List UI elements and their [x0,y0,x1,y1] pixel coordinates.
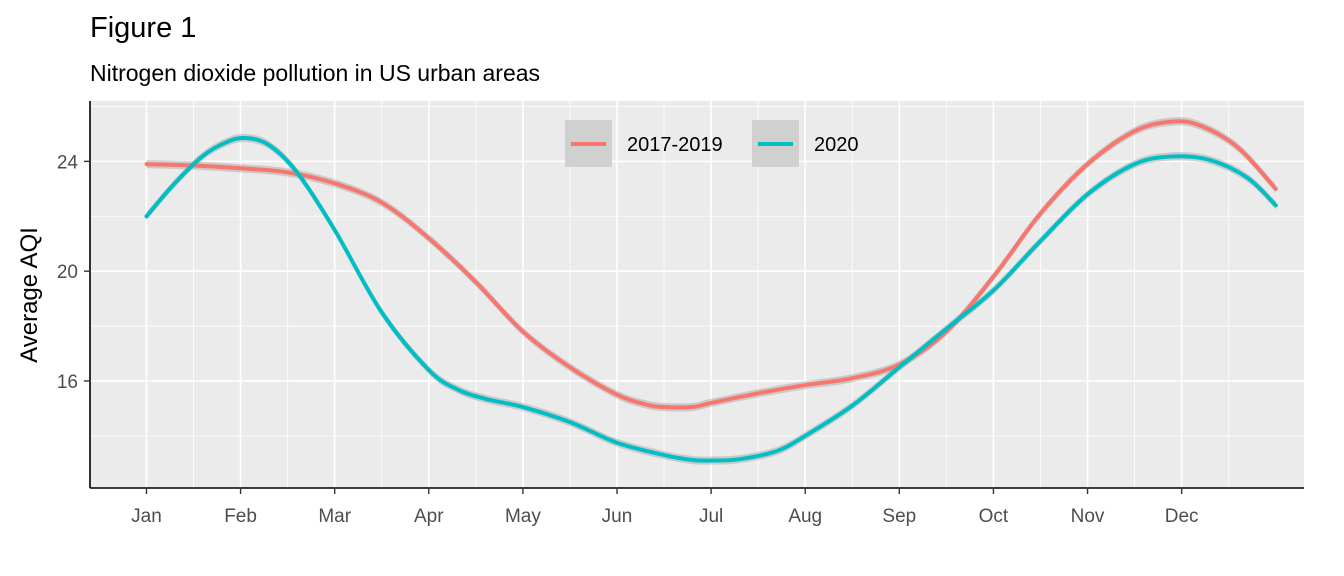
chart-subtitle: Nitrogen dioxide pollution in US urban a… [90,60,541,86]
y-axis-title: Average AQI [16,227,43,363]
x-axis-ticks: Jan Feb Mar Apr May Jun Jul Aug Sep Oct Nov Dec [131,488,1199,527]
legend-label-2020: 2020 [814,134,859,156]
legend-label-2017-2019: 2017-2019 [627,134,723,156]
y-tick-label: 16 [57,372,78,393]
x-tick-label: Sep [882,506,916,527]
y-tick-label: 24 [57,152,79,173]
x-tick-label: May [505,506,541,527]
x-tick-label: Jan [131,506,162,527]
x-tick-label: Aug [788,506,822,527]
x-tick-label: Jun [602,506,633,527]
series-line-2020 [144,135,1278,463]
series-lines [144,119,1278,463]
x-tick-label: Nov [1071,506,1105,527]
x-tick-label: Oct [979,506,1009,527]
y-axis-ticks: 16 20 24 [57,152,90,393]
x-tick-label: Feb [224,506,257,527]
legend: 2017-2019 2020 [565,120,859,167]
chart-title: Figure 1 [90,12,197,44]
x-tick-label: Dec [1165,506,1199,527]
major-gridlines [90,101,1304,488]
y-tick-label: 20 [57,262,78,283]
x-tick-label: Apr [414,506,444,527]
plot-panel [90,101,1304,488]
x-tick-label: Jul [699,506,723,527]
series-line-2017-2019 [144,119,1278,410]
x-tick-label: Mar [318,506,351,527]
